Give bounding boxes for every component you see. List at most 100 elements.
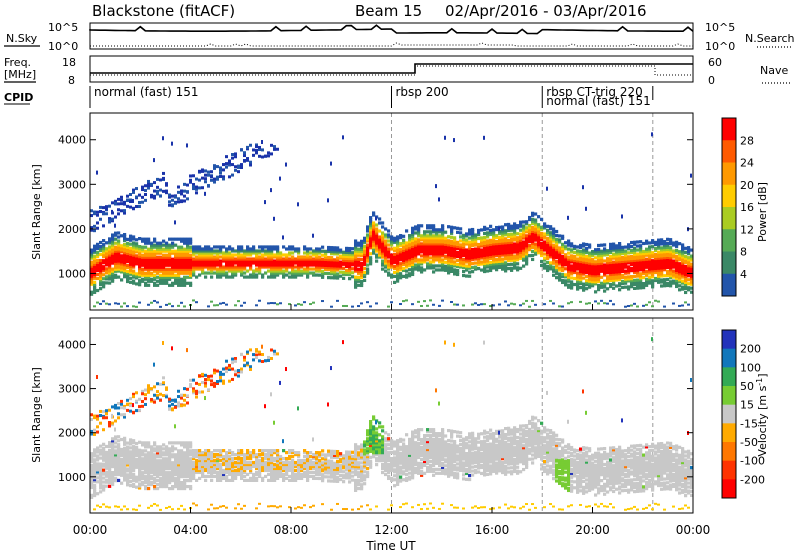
velocity-cell	[177, 461, 181, 465]
power-cell	[690, 276, 694, 280]
velocity-cell	[141, 482, 145, 487]
power-cell	[147, 277, 151, 281]
velocity-cell	[123, 462, 127, 466]
power-cell	[171, 198, 174, 202]
power-cell	[588, 263, 592, 267]
power-cell	[447, 247, 451, 251]
power-cell	[600, 261, 604, 265]
power-cell	[612, 274, 616, 278]
power-cell	[378, 253, 382, 257]
power-cell	[123, 232, 127, 237]
power-cell	[453, 250, 457, 254]
velocity-cell	[132, 403, 134, 408]
power-cell	[399, 248, 403, 252]
velocity-cell	[105, 411, 108, 415]
velocity-cell	[177, 449, 181, 453]
power-cell	[144, 277, 148, 281]
power-cell	[447, 261, 451, 265]
power-cell	[264, 259, 268, 263]
power-cell	[144, 255, 148, 259]
power-cell	[411, 230, 415, 234]
power-cell	[387, 273, 391, 277]
power-cell	[525, 244, 529, 248]
power-cell	[417, 238, 421, 242]
velocity-cell	[213, 507, 216, 510]
power-cell	[540, 251, 544, 256]
velocity-cell	[156, 465, 160, 469]
power-cell	[132, 269, 136, 273]
power-cell	[141, 200, 144, 204]
power-cell	[234, 265, 238, 269]
power-cell	[585, 281, 589, 285]
power-cell	[414, 247, 418, 251]
velocity-cell	[90, 467, 94, 472]
power-cell	[576, 281, 580, 285]
power-cell	[165, 255, 169, 259]
power-cell	[216, 263, 220, 267]
power-cell	[111, 273, 115, 277]
power-cell	[255, 249, 259, 253]
power-cell	[99, 279, 103, 283]
power-cell	[321, 261, 325, 265]
velocity-cell	[126, 508, 129, 511]
power-cell	[666, 243, 670, 247]
velocity-cell	[123, 460, 127, 464]
power-cell	[504, 251, 508, 255]
power-cell	[495, 264, 499, 268]
velocity-cell	[174, 482, 178, 487]
power-cell	[447, 235, 451, 239]
power-cell	[573, 262, 577, 267]
power-cell	[114, 249, 118, 253]
velocity-cell	[207, 462, 211, 467]
power-cell	[486, 235, 490, 239]
power-cell	[579, 279, 583, 284]
power-cell	[126, 269, 130, 274]
power-cell	[207, 305, 210, 308]
power-cell	[357, 261, 361, 265]
velocity-cell	[210, 464, 214, 469]
power-cell	[183, 275, 187, 279]
cpid-mode-label: rbsp 200	[396, 85, 449, 99]
power-cell	[624, 261, 628, 265]
velocity-cell	[153, 453, 157, 457]
velocity-cell	[105, 416, 108, 420]
power-cell	[543, 222, 547, 226]
power-cell	[513, 242, 517, 246]
power-cell	[108, 237, 112, 241]
velocity-cell	[126, 481, 130, 485]
power-cell	[528, 225, 532, 230]
power-cell	[150, 263, 154, 267]
power-cell	[306, 247, 310, 251]
velocity-cell	[237, 374, 240, 378]
power-cell	[531, 249, 535, 254]
power-cell	[360, 281, 364, 286]
power-cell	[234, 168, 237, 172]
power-cell	[123, 237, 127, 241]
power-cell	[93, 268, 97, 272]
power-cell	[138, 301, 141, 304]
velocity-cell	[144, 459, 148, 463]
power-cell	[654, 299, 657, 302]
power-cell	[369, 252, 373, 256]
velocity-cell	[225, 478, 229, 482]
power-cell	[189, 281, 193, 285]
velocity-cell	[162, 473, 166, 477]
power-cell	[315, 261, 319, 265]
power-cell	[174, 259, 178, 263]
power-cell	[171, 269, 175, 273]
velocity-cell	[93, 480, 97, 484]
power-cell	[654, 266, 658, 271]
power-cell	[324, 267, 328, 272]
power-cell	[201, 255, 205, 259]
power-cell	[372, 221, 376, 225]
velocity-cell	[222, 367, 225, 371]
power-cell	[198, 273, 202, 277]
velocity-cell	[156, 504, 159, 507]
power-cell	[564, 273, 568, 277]
velocity-cell	[162, 451, 166, 455]
power-cell	[552, 235, 556, 239]
power-cell	[135, 254, 139, 258]
velocity-cell	[183, 473, 187, 477]
velocity-cell	[201, 380, 204, 384]
velocity-cell	[237, 472, 241, 477]
